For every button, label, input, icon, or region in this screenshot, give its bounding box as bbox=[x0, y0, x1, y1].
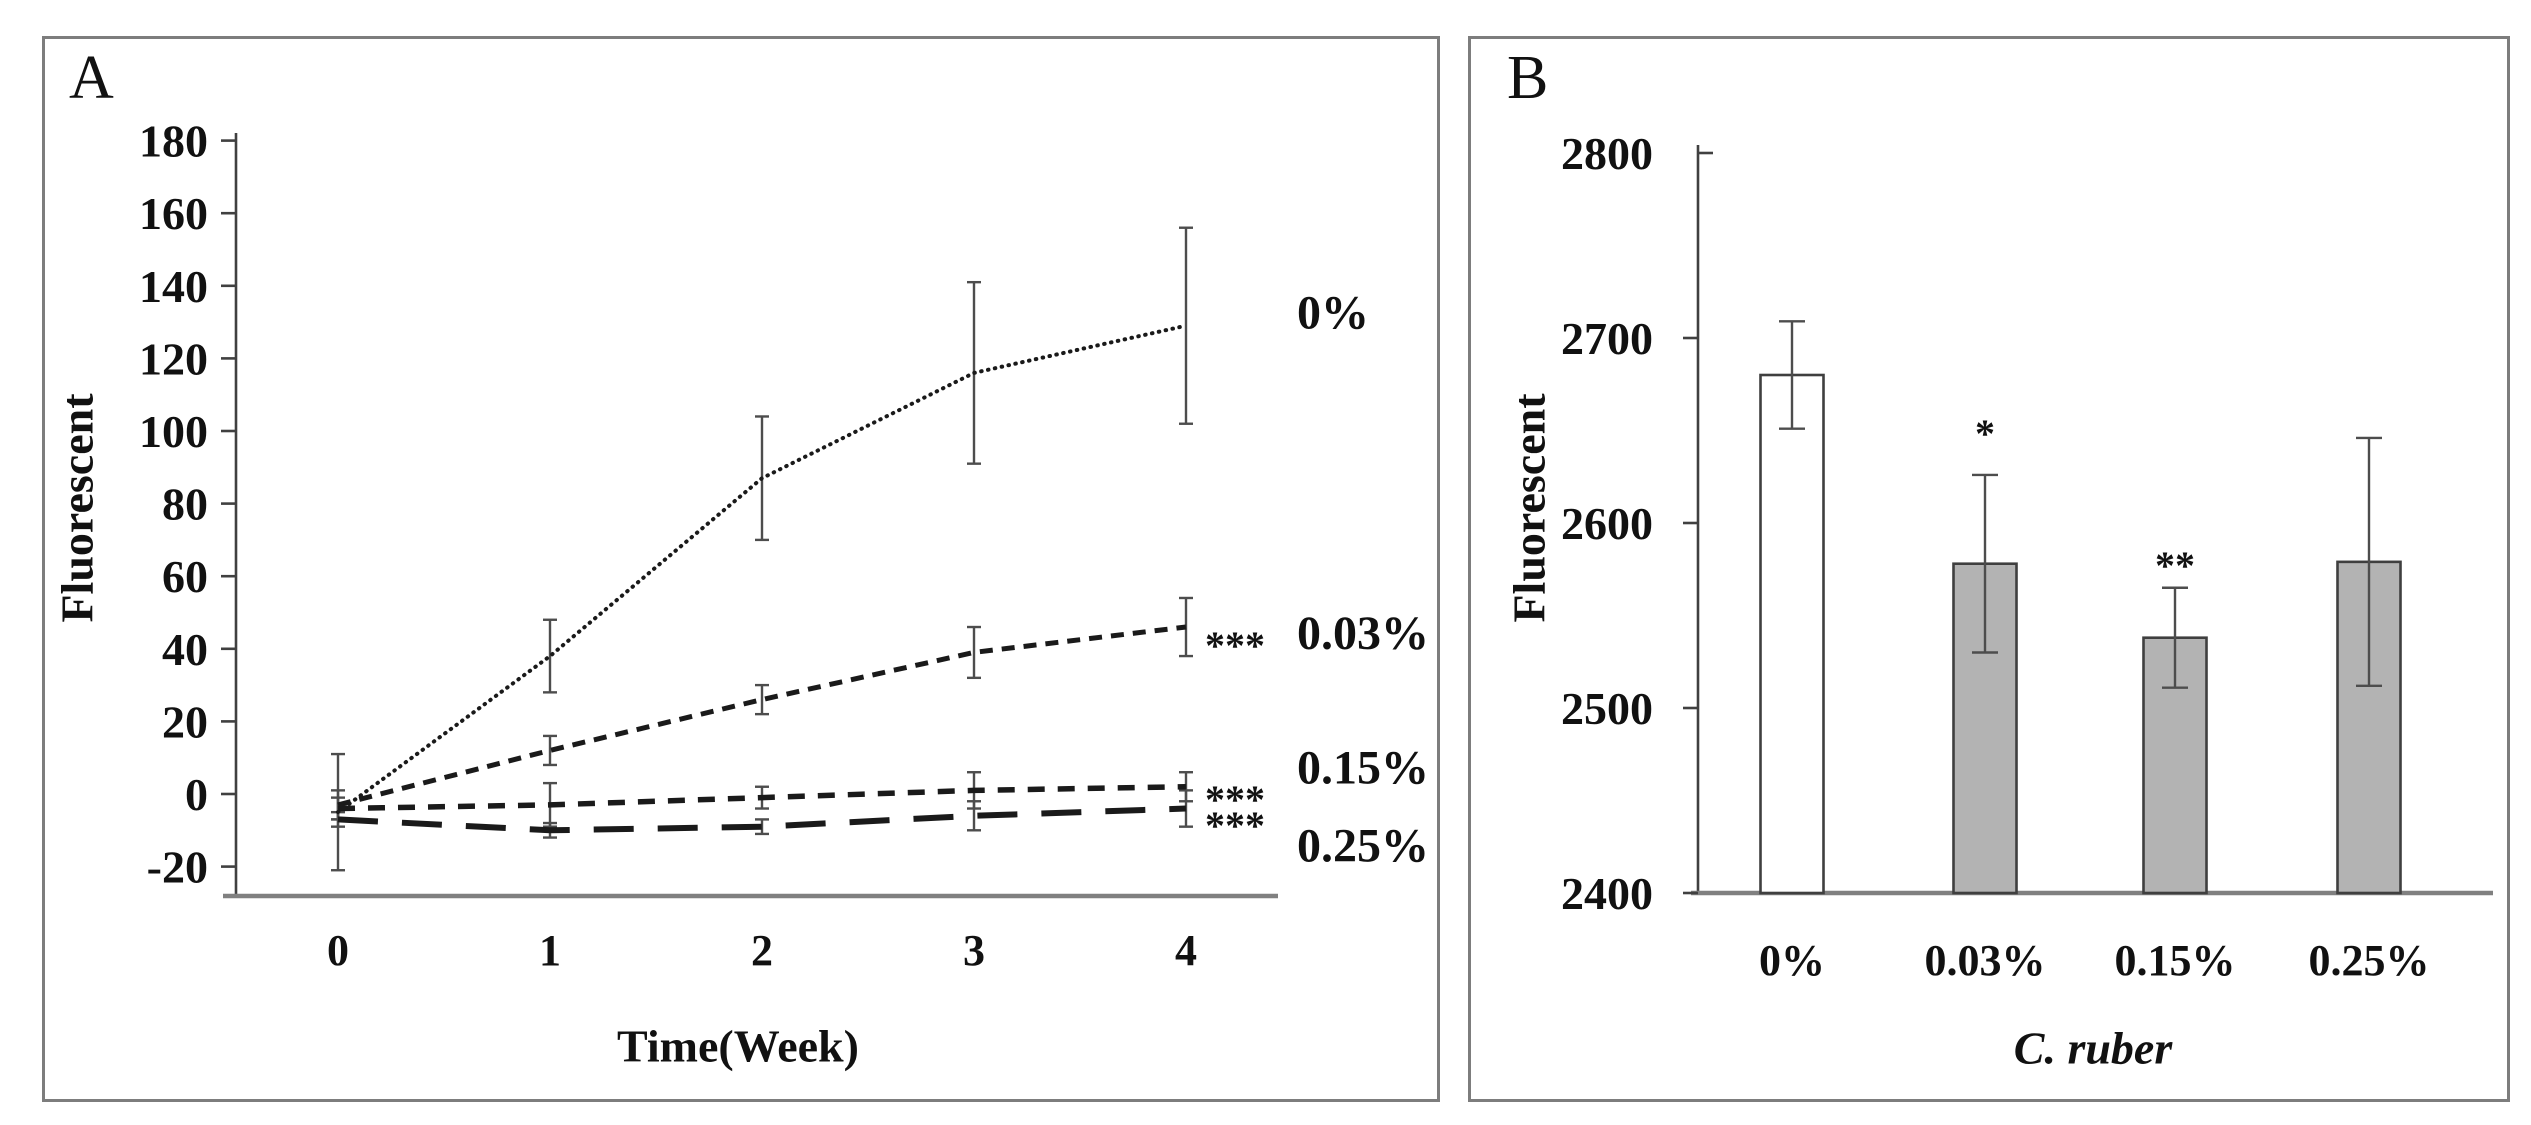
series-label-0.15%: 0.15% bbox=[1297, 742, 1429, 795]
y-tick-label: 120 bbox=[139, 333, 208, 384]
x-tick-label: 4 bbox=[1175, 926, 1197, 975]
series-line-0% bbox=[336, 323, 1188, 815]
y-tick-label: 160 bbox=[139, 188, 208, 239]
y-tick-label: 2800 bbox=[1561, 128, 1653, 179]
x-category-label: 0.25% bbox=[2309, 936, 2430, 985]
series-line-0.03% bbox=[337, 624, 1187, 808]
x-tick-label: 3 bbox=[963, 926, 985, 975]
x-tick-label: 0 bbox=[327, 926, 349, 975]
x-tick-label: 2 bbox=[751, 926, 773, 975]
x-tick-label: 1 bbox=[539, 926, 561, 975]
panel-a-letter: A bbox=[69, 44, 114, 112]
series-label-0.25%: 0.25% bbox=[1297, 820, 1429, 873]
x-category-label: 0.15% bbox=[2115, 936, 2236, 985]
panel-b-y-axis-title: Fluorescent bbox=[1503, 393, 1555, 623]
sig-marker-0.03%: *** bbox=[1205, 623, 1265, 668]
panel-b-letter: B bbox=[1507, 44, 1549, 112]
y-tick-label: 60 bbox=[162, 551, 208, 602]
x-category-label: 0.03% bbox=[1925, 936, 2046, 985]
panel-a-chart: 180 160 140 120 100 80 60 40 20 0 -20 0 1 2 3 4 0% 0.03% *… bbox=[139, 116, 1429, 975]
sig-marker-0.25%: *** bbox=[1205, 803, 1265, 848]
series-label-0%: 0% bbox=[1297, 287, 1369, 340]
series-line-0.25% bbox=[337, 805, 1187, 834]
x-category-label: 0% bbox=[1759, 936, 1825, 985]
sig-marker-0.15%: *** bbox=[1205, 777, 1265, 822]
y-tick-label: 20 bbox=[162, 696, 208, 747]
series-label-0.03%: 0.03% bbox=[1297, 607, 1429, 660]
series-line-0.15% bbox=[337, 783, 1187, 812]
y-tick-label: -20 bbox=[147, 842, 208, 893]
panel-a-x-axis-title: Time(Week) bbox=[617, 1020, 859, 1072]
y-tick-label: 2700 bbox=[1561, 313, 1653, 364]
y-tick-label: 2500 bbox=[1561, 683, 1653, 734]
y-tick-label: 0 bbox=[185, 769, 208, 820]
y-tick-label: 2600 bbox=[1561, 498, 1653, 549]
panel-a-y-axis-title: Fluorescent bbox=[51, 393, 103, 623]
y-tick-label: 140 bbox=[139, 261, 208, 312]
panel-b: 2800 2700 2600 2500 2400 0% * 0.03% ** 0.15% 0.25%… bbox=[1468, 36, 2510, 1102]
bar-0% bbox=[1759, 373, 1825, 895]
y-tick-label: 80 bbox=[162, 479, 208, 530]
panel-a: 180 160 140 120 100 80 60 40 20 0 -20 0 1 2 3 4 0% 0.03% *… bbox=[42, 36, 1440, 1102]
sig-marker-0.15%: ** bbox=[2155, 543, 2195, 588]
y-tick-label: 100 bbox=[139, 406, 208, 457]
y-tick-label: 180 bbox=[139, 116, 208, 167]
y-tick-label: 40 bbox=[162, 624, 208, 675]
sig-marker-0.03%: * bbox=[1975, 411, 1995, 456]
panel-b-x-axis-title: C. ruber bbox=[2013, 1022, 2173, 1074]
y-tick-label: 2400 bbox=[1561, 868, 1653, 919]
panel-b-chart: 2800 2700 2600 2500 2400 0% * 0.03% ** 0.15% 0.25% bbox=[1561, 128, 2493, 985]
